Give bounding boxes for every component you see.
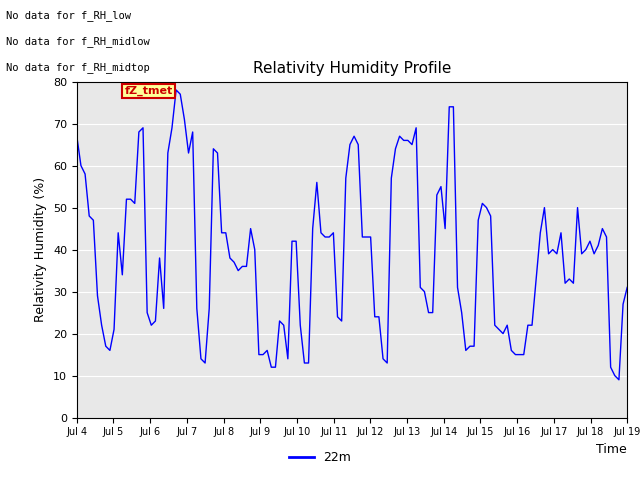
Title: Relativity Humidity Profile: Relativity Humidity Profile (253, 61, 451, 76)
X-axis label: Time: Time (596, 443, 627, 456)
Y-axis label: Relativity Humidity (%): Relativity Humidity (%) (35, 177, 47, 322)
Text: No data for f_RH_midlow: No data for f_RH_midlow (6, 36, 150, 47)
Text: No data for f_RH_midtop: No data for f_RH_midtop (6, 62, 150, 73)
Text: fZ_tmet: fZ_tmet (125, 86, 173, 96)
Text: No data for f_RH_low: No data for f_RH_low (6, 10, 131, 21)
Legend: 22m: 22m (284, 446, 356, 469)
